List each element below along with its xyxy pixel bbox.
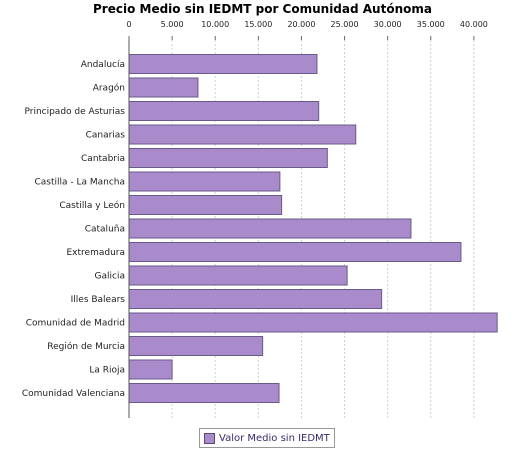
x-tick-label: 40.000 xyxy=(460,20,488,29)
x-tick-label: 0 xyxy=(126,20,131,29)
bars xyxy=(128,54,498,403)
bar xyxy=(128,195,283,215)
x-tick-label: 20.000 xyxy=(287,20,315,29)
bar xyxy=(128,77,199,98)
bar xyxy=(128,54,318,74)
category-label: Castilla y León xyxy=(59,200,125,211)
bar xyxy=(128,124,357,145)
x-tick-label: 5.000 xyxy=(161,20,184,29)
category-label: Aragón xyxy=(93,83,125,94)
bar xyxy=(128,218,412,239)
legend: Valor Medio sin IEDMT xyxy=(199,428,335,448)
category-label: Comunidad Valenciana xyxy=(22,389,125,399)
bar xyxy=(128,171,281,192)
bar xyxy=(128,383,280,403)
category-label: Principado de Asturias xyxy=(24,107,125,117)
bar xyxy=(128,359,173,380)
bar xyxy=(128,242,462,262)
legend-swatch xyxy=(204,432,215,444)
category-label: Canarias xyxy=(86,131,126,141)
bar xyxy=(128,265,348,286)
bar xyxy=(128,289,383,309)
x-tick-label: 15.000 xyxy=(244,20,272,29)
x-tick-label: 35.000 xyxy=(417,20,445,29)
x-axis-ticks: 0 5.000 10.000 15.000 20.000 25.000 30.000 35.0… xyxy=(126,20,488,40)
category-label: Illes Balears xyxy=(71,295,126,305)
category-label: Extremadura xyxy=(67,248,126,258)
category-label: Región de Murcia xyxy=(47,341,125,352)
bar xyxy=(128,312,498,333)
bar xyxy=(128,148,328,168)
chart-title: Precio Medio sin IEDMT por Comunidad Aut… xyxy=(93,2,432,16)
category-label: Castilla - La Mancha xyxy=(34,178,125,188)
category-label: La Rioja xyxy=(89,366,125,376)
legend-label: Valor Medio sin IEDMT xyxy=(219,432,330,444)
bar xyxy=(128,101,320,121)
x-tick-label: 30.000 xyxy=(374,20,402,29)
bar xyxy=(128,336,264,356)
x-tick-label: 10.000 xyxy=(201,20,229,29)
category-label: Cantabria xyxy=(81,154,125,164)
x-tick-label: 25.000 xyxy=(331,20,359,29)
category-label: Cataluña xyxy=(85,225,125,235)
category-label: Galicia xyxy=(95,272,125,282)
category-label: Andalucía xyxy=(81,60,125,70)
category-label: Comunidad de Madrid xyxy=(26,319,125,329)
category-labels: Andalucía Aragón Principado de Asturias Can… xyxy=(22,60,125,399)
